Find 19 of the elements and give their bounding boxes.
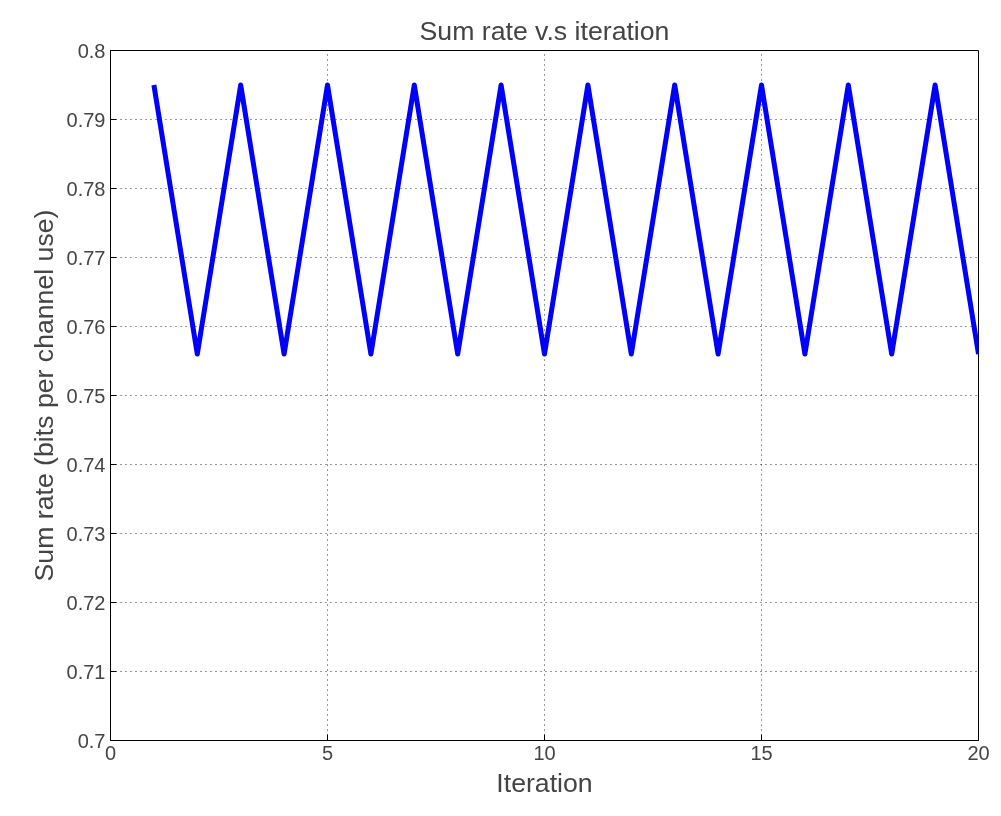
x-tick-label: 20 [967, 741, 990, 764]
y-tick-label: 0.78 [66, 177, 106, 200]
y-tick-label: 0.71 [66, 660, 106, 683]
y-tick-label: 0.75 [66, 384, 106, 407]
y-tick-label: 0.72 [66, 591, 106, 614]
x-axis-title: Iteration [496, 767, 593, 798]
y-tick-label: 0.7 [77, 729, 106, 752]
chart-title: Sum rate v.s iteration [419, 15, 670, 46]
y-tick-label: 0.73 [66, 522, 106, 545]
y-tick-label: 0.76 [66, 315, 106, 338]
y-tick-label: 0.74 [66, 453, 106, 476]
y-tick-label: 0.77 [66, 246, 106, 269]
y-tick-label: 0.8 [77, 39, 106, 62]
y-axis-title: Sum rate (bits per channel use) [28, 209, 59, 582]
x-tick-label: 15 [750, 741, 773, 764]
x-tick-label: 10 [533, 741, 556, 764]
x-tick-label: 5 [321, 741, 334, 764]
y-tick-label: 0.79 [66, 108, 106, 131]
x-tick-label: 0 [104, 741, 117, 764]
